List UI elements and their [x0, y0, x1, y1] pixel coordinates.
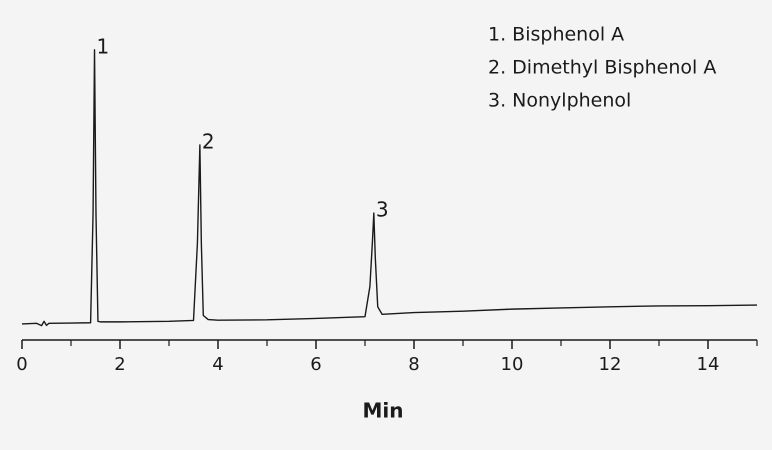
- legend-entry: 2. Dimethyl Bisphenol A: [488, 57, 716, 79]
- peak-label: 3: [376, 198, 389, 222]
- x-tick-label: 4: [212, 354, 223, 375]
- peak-label: 2: [202, 129, 215, 153]
- x-axis-label: Min: [363, 399, 404, 423]
- x-tick-label: 10: [501, 354, 524, 375]
- peak-label: 1: [97, 34, 110, 58]
- x-tick-label: 12: [599, 354, 622, 375]
- x-tick-label: 14: [697, 354, 720, 375]
- legend-entry: 3. Nonylphenol: [488, 90, 631, 112]
- x-tick-label: 2: [114, 354, 125, 375]
- legend-entry: 1. Bisphenol A: [488, 24, 624, 46]
- chromatogram-trace: [21, 49, 758, 327]
- x-tick-label: 8: [408, 354, 419, 375]
- x-tick-label: 0: [16, 354, 27, 375]
- x-tick-label: 6: [310, 354, 321, 375]
